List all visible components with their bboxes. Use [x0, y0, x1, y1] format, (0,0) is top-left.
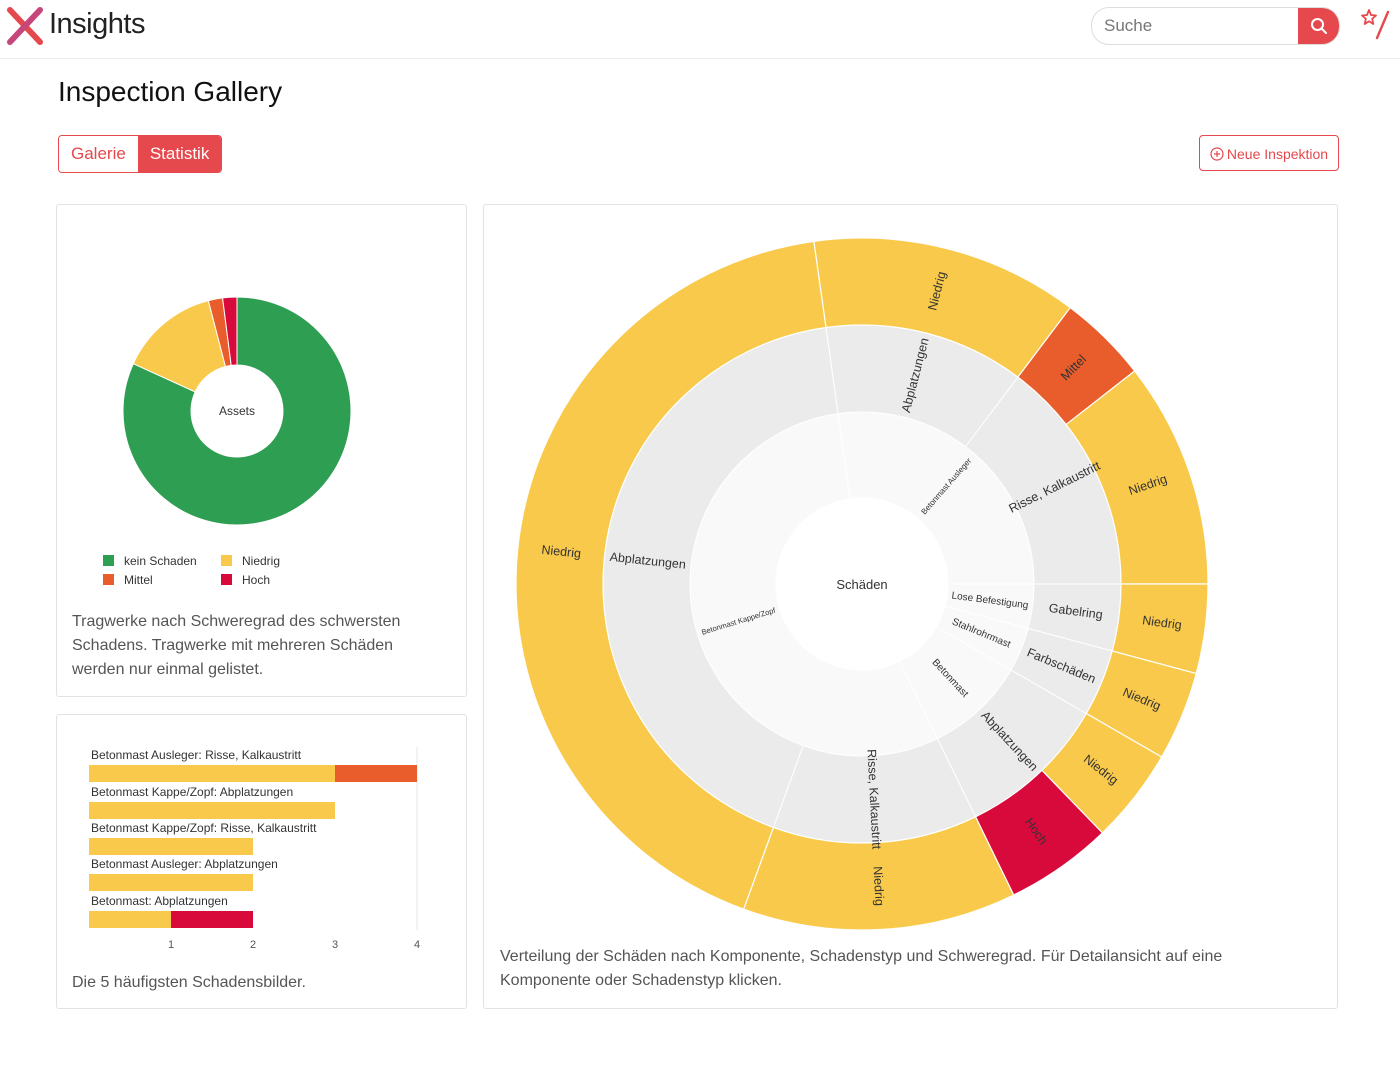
- top-damages-bar-chart: Betonmast Ausleger: Risse, Kalkaustritt B…: [89, 747, 420, 951]
- legend-swatch: [103, 555, 114, 566]
- bar-segment[interactable]: [89, 911, 171, 928]
- plus-circle-icon: [1210, 147, 1224, 161]
- legend-item-mittel[interactable]: Mittel: [103, 573, 153, 587]
- new-inspection-button[interactable]: Neue Inspektion: [1199, 135, 1339, 171]
- donut-slice-hoch[interactable]: [222, 296, 238, 366]
- bar-segment[interactable]: [89, 874, 253, 891]
- sunburst-segment-niedrig[interactable]: [515, 240, 827, 910]
- legend-label: Hoch: [242, 573, 271, 587]
- sunburst-label-niedrig: Niedrig: [541, 543, 582, 561]
- legend-item-kein-schaden[interactable]: kein Schaden: [103, 554, 197, 568]
- brand-name[interactable]: Insights: [49, 8, 145, 40]
- search-input[interactable]: [1104, 8, 1294, 44]
- bar-category-label: Betonmast Ausleger: Risse, Kalkaustritt: [91, 748, 302, 762]
- bar-x-tick-label: 1: [168, 939, 174, 951]
- bar-category-label: Betonmast: Abplatzungen: [91, 894, 228, 908]
- bar-x-tick-label: 2: [250, 939, 256, 951]
- legend-swatch: [221, 574, 232, 585]
- bar-segment[interactable]: [171, 911, 253, 928]
- sunburst-caption: Verteilung der Schäden nach Komponente, …: [500, 948, 1223, 989]
- bar-x-tick-label: 3: [332, 939, 338, 951]
- bar-x-tick-label: 4: [414, 939, 420, 951]
- legend-item-niedrig[interactable]: Niedrig: [221, 554, 280, 568]
- bar-category-label: Betonmast Kappe/Zopf: Risse, Kalkaustrit…: [91, 821, 317, 835]
- sunburst-label-niedrig: Niedrig: [871, 866, 887, 906]
- search-icon: [1311, 18, 1327, 34]
- star-pen-icon[interactable]: [1360, 8, 1392, 42]
- legend-label: kein Schaden: [124, 554, 197, 568]
- bar-segment[interactable]: [335, 765, 417, 782]
- donut-caption: Tragwerke nach Schweregrad des schwerste…: [72, 613, 401, 678]
- sunburst-center[interactable]: [776, 498, 948, 670]
- bar-category-label: Betonmast Ausleger: Abplatzungen: [91, 857, 278, 871]
- legend-label: Niedrig: [242, 554, 281, 568]
- donut-slice-kein-schaden[interactable]: [122, 296, 352, 526]
- view-tabs: Galerie Statistik: [58, 135, 223, 173]
- sunburst-label-risse-kalkaustritt: Risse, Kalkaustritt: [864, 749, 883, 850]
- bar-category-label: Betonmast Kappe/Zopf: Abplatzungen: [91, 785, 293, 799]
- legend-swatch: [103, 574, 114, 585]
- sunburst-center-label[interactable]: Schäden: [836, 577, 887, 592]
- search-box: [1091, 7, 1340, 45]
- search-button[interactable]: [1298, 8, 1339, 44]
- asset-severity-card: Assets kein Schaden Niedrig Mittel Hoch …: [56, 204, 467, 697]
- page-title: Inspection Gallery: [58, 76, 283, 107]
- bar-segment[interactable]: [89, 765, 335, 782]
- new-inspection-label: Neue Inspektion: [1226, 146, 1329, 162]
- asset-severity-donut: Assets: [122, 296, 352, 526]
- top-bar: Insights: [0, 0, 1400, 59]
- sunburst-label-gabelring: Gabelring: [1048, 601, 1104, 622]
- donut-center-label: Assets: [219, 404, 255, 418]
- legend-item-hoch[interactable]: Hoch: [221, 573, 270, 587]
- damage-sunburst-chart: Betonmast AuslegerAbplatzungenNiedrigRis…: [515, 237, 1209, 931]
- bar-caption: Die 5 häufigsten Schadensbilder.: [72, 974, 306, 991]
- damage-distribution-card: Betonmast Ausleger Abplatzungen Niedrig Ris…: [483, 204, 1338, 1009]
- x-logo-icon[interactable]: [6, 6, 44, 46]
- bar-segment[interactable]: [89, 802, 335, 819]
- bar-segment[interactable]: [89, 838, 253, 855]
- sunburst-label-niedrig: Niedrig: [1141, 613, 1182, 632]
- tab-galerie[interactable]: Galerie: [59, 136, 138, 172]
- legend-swatch: [221, 555, 232, 566]
- legend-label: Mittel: [124, 573, 153, 587]
- top-damages-card: Betonmast Ausleger: Risse, Kalkaustritt B…: [56, 714, 467, 1009]
- tab-statistik[interactable]: Statistik: [137, 136, 222, 172]
